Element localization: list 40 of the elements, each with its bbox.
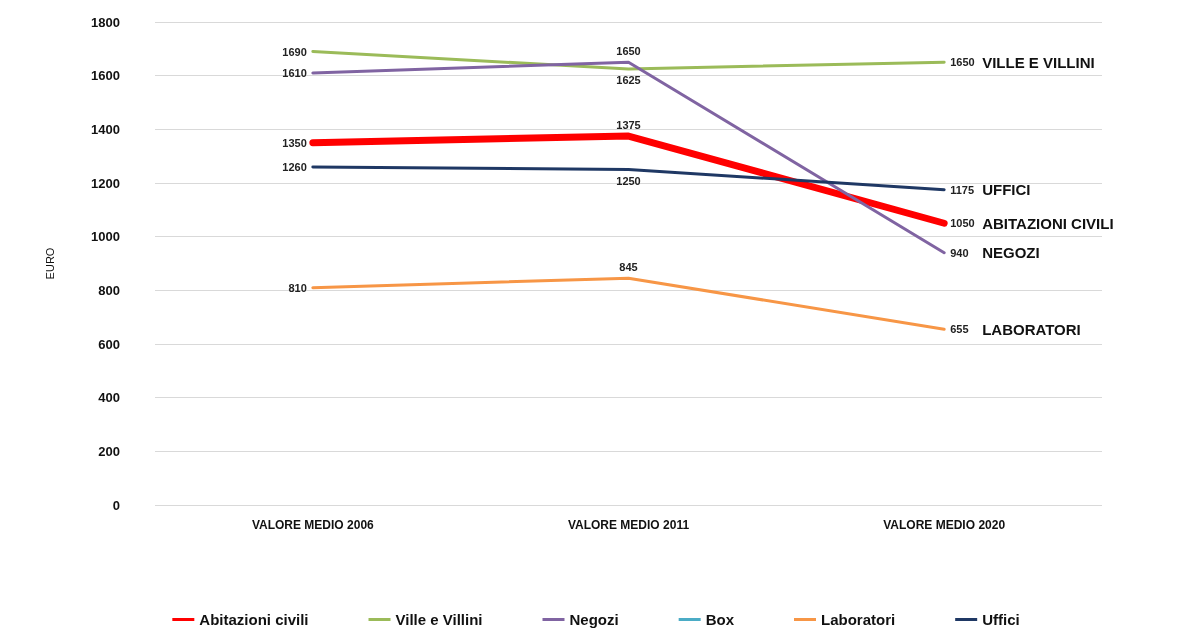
data-label: 810 [288,281,307,294]
data-label: 1260 [282,160,307,173]
y-tick-label: 400 [98,390,120,406]
annotation: VILLE E VILLINI [982,53,1095,71]
y-tick-label: 0 [112,497,120,513]
data-label: 1250 [616,175,641,188]
y-tick-label: 1600 [91,68,120,84]
data-label: 1350 [282,136,307,149]
x-tick-label: VALORE MEDIO 2006 [251,518,375,532]
annotation: NEGOZI [982,244,1040,262]
legend-label: Negozi [569,611,619,628]
data-label: 1650 [950,56,975,69]
y-tick-label: 1200 [91,175,120,191]
data-label: 1625 [616,74,641,87]
annotation: ABITAZIONI CIVILI [982,214,1114,232]
data-label: 1050 [950,217,975,230]
y-tick-label: 1800 [91,14,120,30]
data-label: 655 [950,323,969,336]
y-tick-label: 1400 [91,121,120,137]
data-label: 1650 [616,44,641,57]
x-tick-label: VALORE MEDIO 2011 [567,518,690,532]
legend-label: Abitazioni civili [199,611,309,628]
data-label: 940 [950,246,969,259]
legend-label: Laboratori [821,611,896,628]
annotation: LABORATORI [982,320,1081,338]
y-tick-label: 1000 [91,229,120,245]
y-tick-label: 200 [98,443,120,459]
x-tick-label: VALORE MEDIO 2020 [883,518,1006,532]
legend-label: Uffici [982,611,1020,628]
annotation: UFFICI [982,181,1031,199]
data-label: 1690 [282,45,307,58]
data-label: 1610 [282,66,307,79]
legend-label: Box [705,611,735,628]
legend-label: Ville e Villini [395,611,483,628]
data-label: 1175 [950,183,975,196]
y-tick-label: 800 [98,282,120,298]
y-tick-label: 600 [98,336,120,352]
data-label: 845 [619,260,638,273]
data-label: 1375 [616,118,641,131]
y-axis-title: EURO [43,247,56,280]
